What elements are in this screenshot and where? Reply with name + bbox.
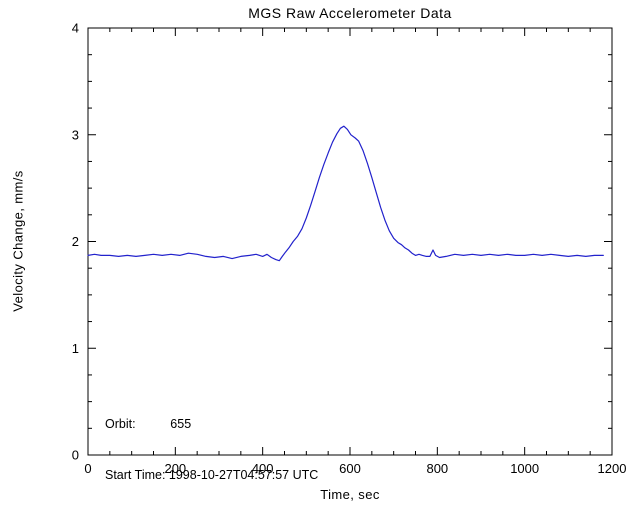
svg-text:2: 2 (72, 234, 79, 249)
svg-text:400: 400 (252, 461, 274, 476)
annotation-orbit: Orbit: 655 (105, 417, 192, 431)
svg-text:4: 4 (72, 21, 79, 36)
svg-text:0: 0 (72, 448, 79, 463)
annotation-block: Orbit: 655 Start Time: 1998-10-27T04:57:… (105, 382, 318, 512)
y-axis-label: Velocity Change, mm/s (10, 170, 26, 312)
svg-text:3: 3 (72, 127, 79, 142)
svg-text:0: 0 (84, 461, 91, 476)
svg-text:1200: 1200 (598, 461, 627, 476)
svg-text:200: 200 (164, 461, 186, 476)
svg-text:1: 1 (72, 341, 79, 356)
annotation-start-time: Start Time: 1998-10-27T04:57:57 UTC (105, 468, 319, 482)
x-axis-label: Time, sec (320, 487, 380, 502)
svg-text:1000: 1000 (510, 461, 539, 476)
svg-text:600: 600 (339, 461, 361, 476)
chart-title: MGS Raw Accelerometer Data (248, 5, 452, 21)
svg-text:800: 800 (426, 461, 448, 476)
